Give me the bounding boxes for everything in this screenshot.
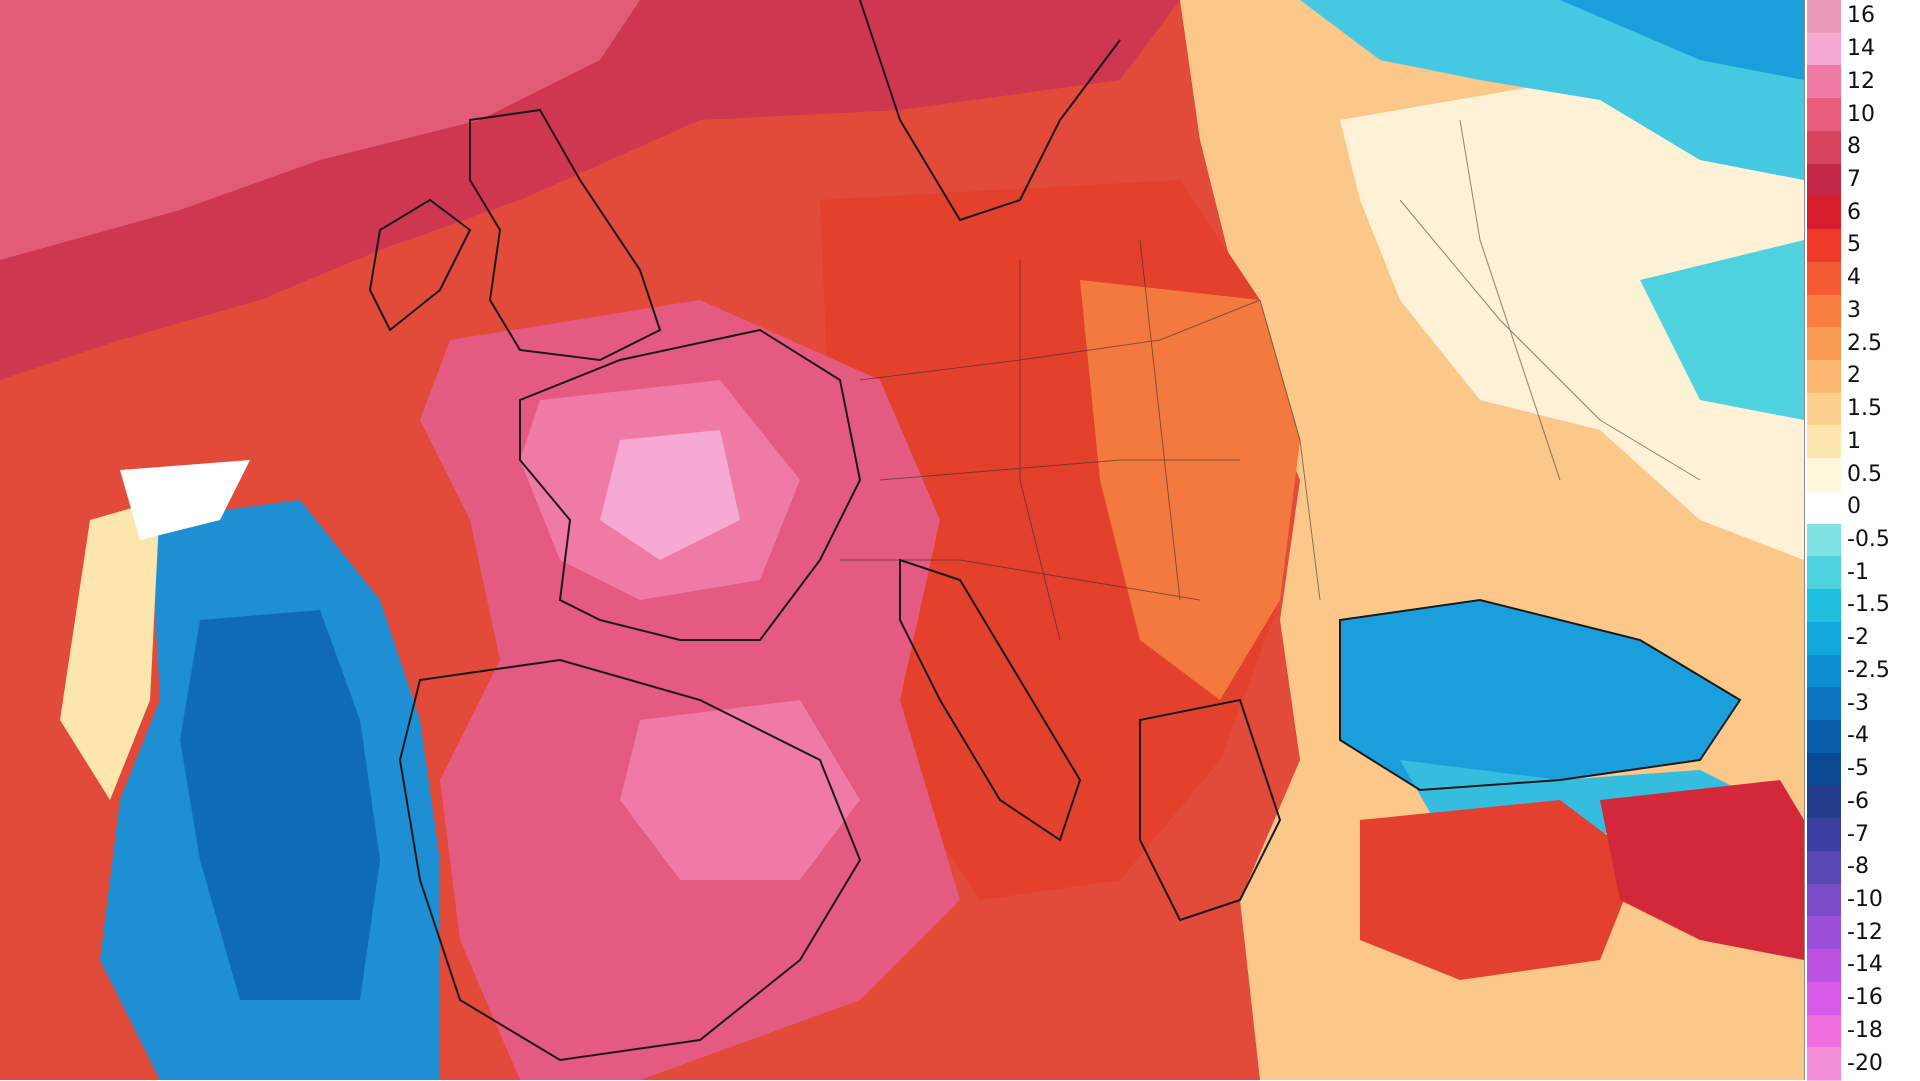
atlantic-zero-patch: [120, 460, 250, 540]
legend-tick-label: -12: [1847, 919, 1883, 945]
legend-swatch: [1807, 916, 1841, 951]
legend-swatch: [1807, 1047, 1841, 1081]
legend-swatch: [1807, 458, 1841, 492]
legend-swatch: [1807, 785, 1841, 820]
iberia-outline: [398, 658, 862, 1062]
legend-swatch: [1807, 654, 1841, 689]
legend-tick-label: 4: [1847, 265, 1861, 291]
legend-swatch: [1807, 556, 1841, 591]
legend-swatch: [1807, 229, 1841, 263]
coastlines: [368, 0, 1742, 1062]
temperature-anomaly-map: [0, 0, 1804, 1080]
legend-swatch: [1807, 720, 1841, 754]
britain-outline: [469, 108, 662, 362]
legend-swatch: [1807, 261, 1841, 296]
east-anatolia-hot: [1600, 780, 1804, 960]
scandinavia-outline: [859, 0, 1121, 222]
legend-tick-label: 8: [1847, 134, 1861, 160]
legend-tick-label: -3: [1847, 690, 1869, 716]
iberia-hot-core: [620, 700, 860, 880]
legend-swatch: [1807, 1014, 1841, 1049]
balkans-outline: [1139, 698, 1282, 922]
ireland-outline: [368, 198, 472, 332]
legend-swatch: [1807, 327, 1841, 361]
legend-swatch: [1807, 490, 1841, 525]
legend-tick-label: -0.5: [1847, 527, 1890, 552]
legend-tick-label: 2.5: [1847, 330, 1882, 356]
black-sea-cold: [1340, 600, 1740, 790]
legend-swatch: [1807, 294, 1841, 329]
legend-tick-label: -1: [1847, 559, 1869, 585]
legend-swatch: [1807, 65, 1841, 100]
legend-tick-label: -1.5: [1847, 592, 1890, 618]
legend-tick-label: -6: [1847, 788, 1869, 814]
color-scale-legend: 16 14 12 10 8 7 6 5 4 3 2.5 2 1.5 1 0.5 0 -0.5 -1 -1.5 -2 -2…: [1804, 0, 1920, 1081]
map-canvas: [0, 0, 1804, 1080]
france-outline: [519, 328, 862, 641]
legend-swatch: [1807, 589, 1841, 623]
legend-swatch-column: [1807, 0, 1841, 1081]
east-neutral-zone: [1340, 40, 1804, 560]
legend-tick-label: -2.5: [1847, 657, 1890, 683]
legend-tick-label: -18: [1847, 1017, 1883, 1043]
legend-tick-label: 5: [1847, 232, 1861, 258]
country-borders: [840, 119, 1701, 641]
legend-tick-label: -14: [1847, 952, 1883, 978]
france-peak-core: [600, 430, 740, 560]
legend-tick-label: 12: [1847, 68, 1875, 94]
legend-tick-label: -8: [1847, 854, 1869, 880]
legend-swatch: [1807, 949, 1841, 983]
legend-tick-label: 1.5: [1847, 396, 1882, 422]
legend-swatch: [1807, 981, 1841, 1016]
legend-tick-label: -20: [1847, 1050, 1883, 1076]
legend-swatch: [1807, 130, 1841, 165]
east-cold-patch: [1640, 240, 1804, 420]
atlantic-deep-cold: [180, 610, 380, 1000]
legend-swatch: [1807, 32, 1841, 67]
anatolia-warm: [1360, 800, 1640, 980]
legend-tick-label: 1: [1847, 428, 1861, 454]
east-europe-orange: [1080, 280, 1300, 700]
legend-swatch: [1807, 687, 1841, 721]
legend-swatch: [1807, 523, 1841, 558]
legend-swatch: [1807, 752, 1841, 787]
legend-swatch: [1807, 850, 1841, 885]
atlantic-neutral-edge: [60, 500, 160, 800]
legend-tick-label: 10: [1847, 101, 1875, 127]
legend-tick-label: 7: [1847, 167, 1861, 192]
black-sea-outline: [1339, 598, 1742, 792]
legend-tick-label: -4: [1847, 723, 1869, 749]
italy-outline: [899, 558, 1082, 842]
legend-swatch: [1807, 163, 1841, 198]
legend-tick-label: 16: [1847, 3, 1875, 29]
legend-tick-label: 6: [1847, 199, 1861, 225]
legend-swatch: [1807, 425, 1841, 460]
legend-tick-label: -16: [1847, 985, 1883, 1011]
far-nw-pink: [0, 0, 640, 260]
legend-tick-label: -7: [1847, 821, 1869, 847]
legend-swatch: [1807, 883, 1841, 918]
legend-tick-label: 0: [1847, 494, 1861, 520]
legend-tick-label: 2: [1847, 363, 1861, 389]
legend-swatch: [1807, 392, 1841, 427]
legend-swatch: [1807, 98, 1841, 132]
legend-swatch: [1807, 196, 1841, 231]
legend-swatch: [1807, 360, 1841, 394]
legend-tick-label: 0.5: [1847, 461, 1882, 487]
legend-tick-label: -5: [1847, 756, 1869, 782]
legend-tick-label: 3: [1847, 297, 1861, 323]
legend-swatch: [1807, 818, 1841, 852]
legend-tick-label: -10: [1847, 887, 1883, 912]
legend-swatch: [1807, 0, 1841, 34]
legend-tick-label: 14: [1847, 36, 1875, 62]
legend-tick-label: -2: [1847, 625, 1869, 651]
legend-swatch: [1807, 621, 1841, 656]
ne-colder-zone: [1560, 0, 1804, 80]
